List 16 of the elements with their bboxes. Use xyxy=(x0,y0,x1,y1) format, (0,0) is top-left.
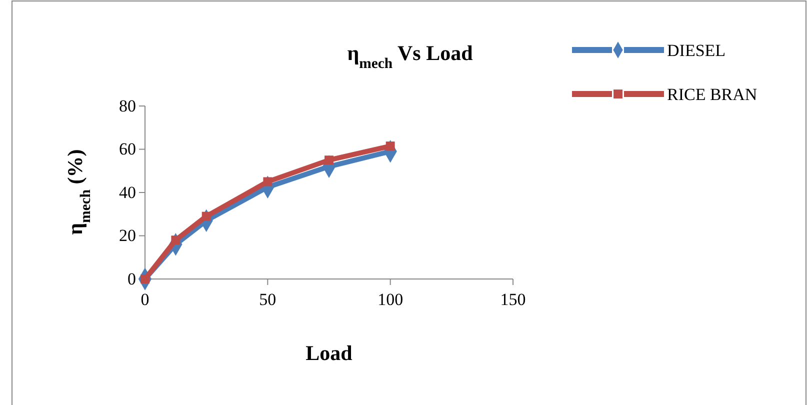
point xyxy=(263,177,272,186)
legend-label: DIESEL xyxy=(667,41,726,60)
y-tick-label: 80 xyxy=(119,96,136,116)
legend-label: RICE BRAN xyxy=(667,85,758,104)
point xyxy=(386,142,395,150)
point xyxy=(324,156,334,165)
x-tick-label: 50 xyxy=(259,290,276,309)
x-tick-label: 150 xyxy=(500,290,526,309)
y-tick-label: 40 xyxy=(119,182,136,202)
y-tick-label: 0 xyxy=(128,269,136,288)
x-axis-title: Load xyxy=(306,341,353,365)
y-tick-label: 60 xyxy=(119,140,136,159)
x-tick-label: 100 xyxy=(378,290,404,309)
x-tick-label: 0 xyxy=(140,290,150,309)
chart-title: η$_{mech}$ Vs Load xyxy=(347,41,474,72)
y-tick-label: 20 xyxy=(119,226,136,246)
